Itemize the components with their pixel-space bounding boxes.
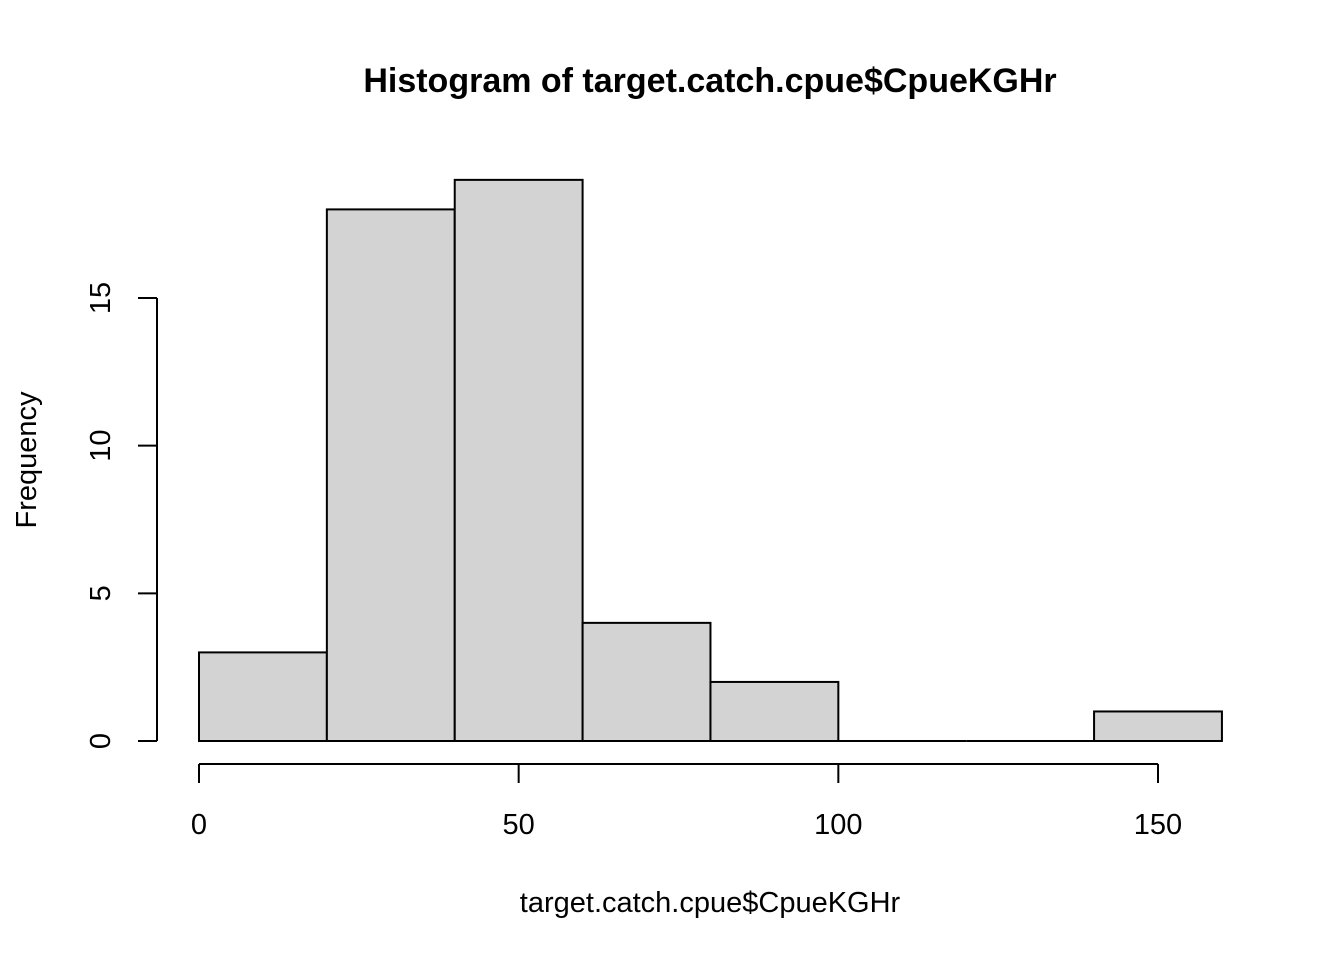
y-tick-label: 5	[85, 585, 117, 601]
y-tick-label: 0	[85, 733, 117, 749]
y-tick-label: 15	[85, 282, 117, 314]
histogram-bar	[709, 680, 840, 743]
chart-title: Histogram of target.catch.cpue$CpueKGHr	[363, 62, 1056, 100]
x-tick-label: 50	[503, 809, 535, 841]
histogram-bar	[1093, 710, 1223, 743]
x-axis-label: target.catch.cpue$CpueKGHr	[520, 887, 901, 919]
y-tick-label: 10	[85, 430, 117, 462]
histogram-bar	[325, 208, 456, 742]
x-tick-label: 0	[191, 809, 207, 841]
y-axis-label: Frequency	[11, 391, 43, 529]
bars-group	[198, 178, 1223, 743]
histogram-bar	[581, 621, 712, 742]
x-axis: 0 50 100 150	[191, 763, 1182, 841]
x-tick-label: 100	[814, 809, 862, 841]
histogram-bar	[198, 651, 328, 743]
histogram-bar	[453, 178, 584, 743]
x-tick-label: 150	[1134, 809, 1182, 841]
y-axis: 0 5 10 15	[85, 282, 158, 749]
